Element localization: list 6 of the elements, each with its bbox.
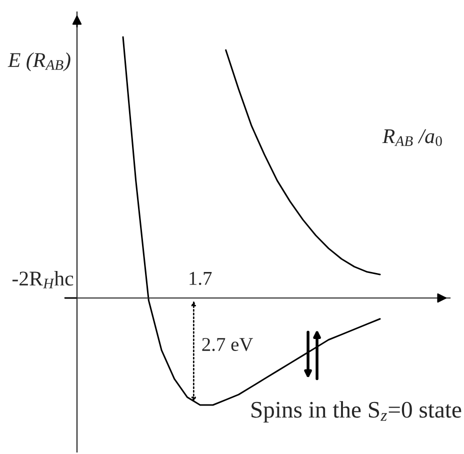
annotation: Spins in the S$_{z}$=0 state: [252, 401, 462, 423]
x-axis-title: R$_{AB}$ /a$_{0}$: [382, 129, 442, 146]
text: -2R$_{H}$hc: [12, 270, 74, 288]
annotation: 2.7 eV: [202, 338, 254, 352]
annotation: 1.7: [190, 272, 212, 285]
y-axis-title: E (R$_{AB}$): [8, 52, 70, 72]
